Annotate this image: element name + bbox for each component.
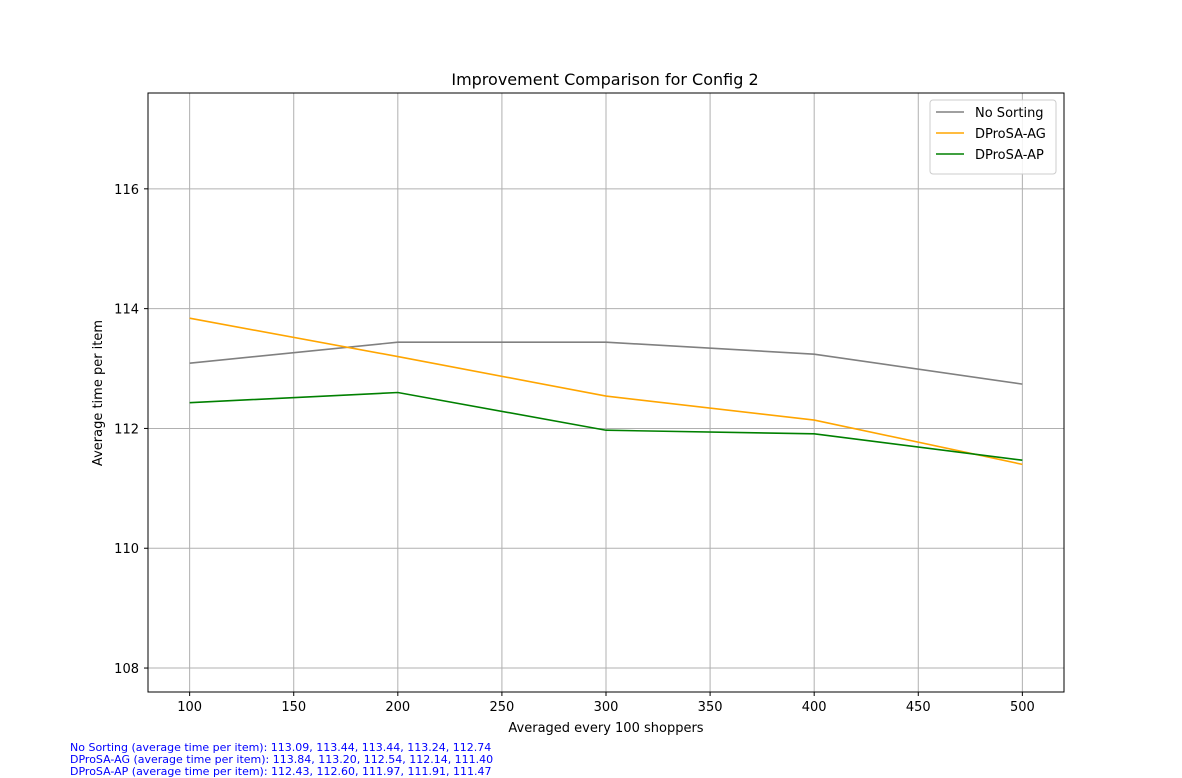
legend: No Sorting DProSA-AG DProSA-AP bbox=[929, 99, 1057, 175]
x-tick-label: 150 bbox=[281, 700, 306, 715]
legend-box bbox=[929, 99, 1057, 175]
x-tick-label: 100 bbox=[177, 700, 202, 715]
x-tick-label: 350 bbox=[698, 700, 723, 715]
axis-ticks: 100 150 200 250 300 350 400 450 500 108 110 112 114 1… bbox=[114, 183, 1035, 715]
legend-label-no-sorting: No Sorting bbox=[975, 106, 1044, 121]
footnote-dprosa-ag: DProSA-AG (average time per item): 113.8… bbox=[70, 753, 494, 766]
x-tick-label: 400 bbox=[802, 700, 827, 715]
footnote-no-sorting: No Sorting (average time per item): 113.… bbox=[70, 741, 492, 754]
chart-title: Improvement Comparison for Config 2 bbox=[451, 70, 758, 89]
grid bbox=[148, 93, 1064, 692]
y-axis-label: Average time per item bbox=[91, 320, 106, 466]
footnote-dprosa-ap: DProSA-AP (average time per item): 112.4… bbox=[70, 765, 492, 778]
x-tick-label: 450 bbox=[906, 700, 931, 715]
line-chart: 100 150 200 250 300 350 400 450 500 108 110 112 114 1… bbox=[91, 70, 1065, 736]
legend-label-dprosa-ap: DProSA-AP bbox=[975, 148, 1044, 163]
x-tick-label: 200 bbox=[385, 700, 410, 715]
series-line-no-sorting bbox=[189, 341, 1023, 385]
x-tick-label: 500 bbox=[1010, 700, 1035, 715]
legend-label-dprosa-ag: DProSA-AG bbox=[975, 127, 1046, 142]
y-tick-label: 114 bbox=[114, 303, 139, 318]
y-tick-label: 110 bbox=[114, 542, 139, 557]
x-axis-label: Averaged every 100 shoppers bbox=[508, 721, 703, 736]
x-tick-label: 250 bbox=[489, 700, 514, 715]
series-lines bbox=[189, 317, 1023, 466]
y-tick-label: 116 bbox=[114, 183, 139, 198]
series-line-dprosa-ap bbox=[189, 391, 1023, 461]
series-line-dprosa-ag bbox=[189, 317, 1023, 466]
x-tick-label: 300 bbox=[594, 700, 619, 715]
y-tick-label: 112 bbox=[114, 422, 139, 437]
y-tick-label: 108 bbox=[114, 662, 139, 677]
